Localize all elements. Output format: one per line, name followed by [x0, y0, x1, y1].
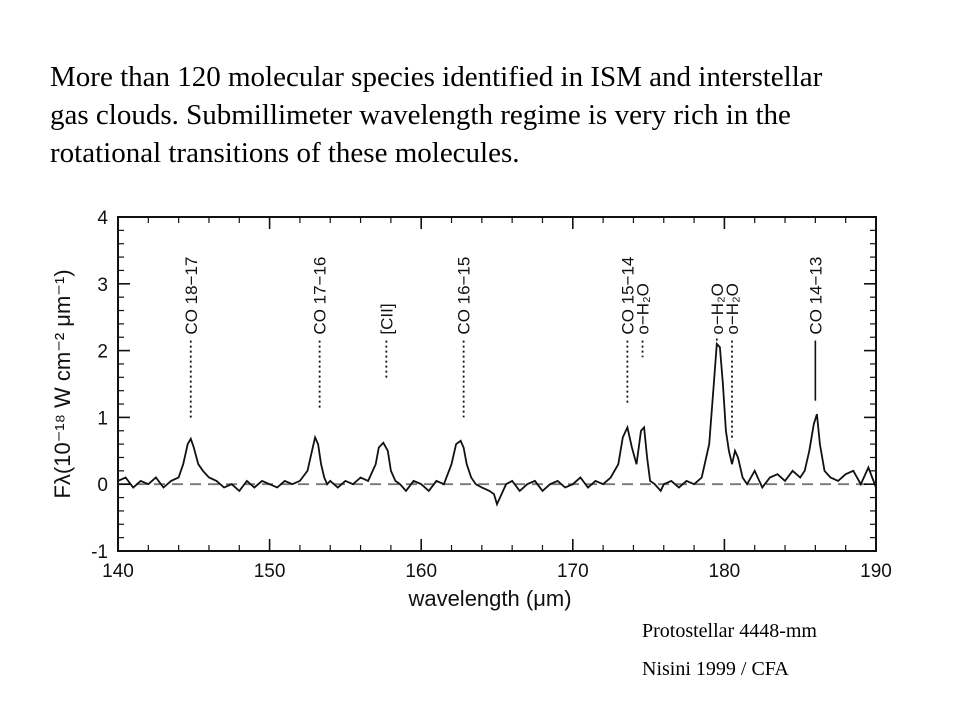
- line-label-7: o−H₂O: [723, 283, 742, 334]
- x-tick-label-1: 150: [254, 561, 286, 582]
- spectrum-line: [117, 341, 877, 507]
- x-tick-label-0: 140: [102, 561, 134, 582]
- line-label-6: o−H₂O: [708, 283, 727, 334]
- axis-ticks: [117, 216, 877, 552]
- y-tick-label-4: 3: [97, 275, 108, 296]
- line-label-2: [CII]: [377, 303, 396, 334]
- x-tick-label-5: 190: [860, 561, 892, 582]
- x-tick-label-3: 170: [557, 561, 589, 582]
- y-tick-label-3: 2: [97, 342, 108, 363]
- caption-source: Protostellar 4448-mm: [642, 620, 817, 642]
- x-tick-label-2: 160: [405, 561, 437, 582]
- headline-line-2: gas clouds. Submillimeter wavelength reg…: [50, 99, 791, 131]
- x-tick-label-4: 180: [709, 561, 741, 582]
- caption-credit: Nisini 1999 / CFA: [642, 658, 789, 680]
- line-label-4: CO 15−14: [618, 257, 637, 335]
- y-tick-label-0: -1: [91, 542, 108, 563]
- line-label-0: CO 18−17: [182, 257, 201, 335]
- line-label-5: o−H₂O: [634, 283, 653, 334]
- headline-line-1: More than 120 molecular species identifi…: [50, 61, 823, 93]
- plot-frame: [117, 216, 877, 552]
- axis-tick-labels: 140 150 160 170 180 190 -1 0 1 2 3 4: [91, 208, 892, 582]
- y-tick-label-1: 0: [97, 475, 108, 496]
- y-axis-label: Fλ(10⁻¹⁸ W cm⁻² μm⁻¹): [50, 269, 75, 498]
- x-axis-label: wavelength (μm): [407, 586, 571, 611]
- headline-text: More than 120 molecular species identifi…: [50, 58, 920, 172]
- y-tick-label-5: 4: [97, 208, 108, 229]
- line-label-1: CO 17−16: [311, 257, 330, 335]
- line-label-8: CO 14−13: [806, 257, 825, 335]
- headline-line-3: rotational transitions of these molecule…: [50, 137, 520, 169]
- line-markers: CO 18−17 CO 17−16 [CII] CO 16−15 CO 15−14o−H…: [182, 257, 825, 441]
- line-label-3: CO 16−15: [455, 257, 474, 335]
- y-tick-label-2: 1: [97, 408, 108, 429]
